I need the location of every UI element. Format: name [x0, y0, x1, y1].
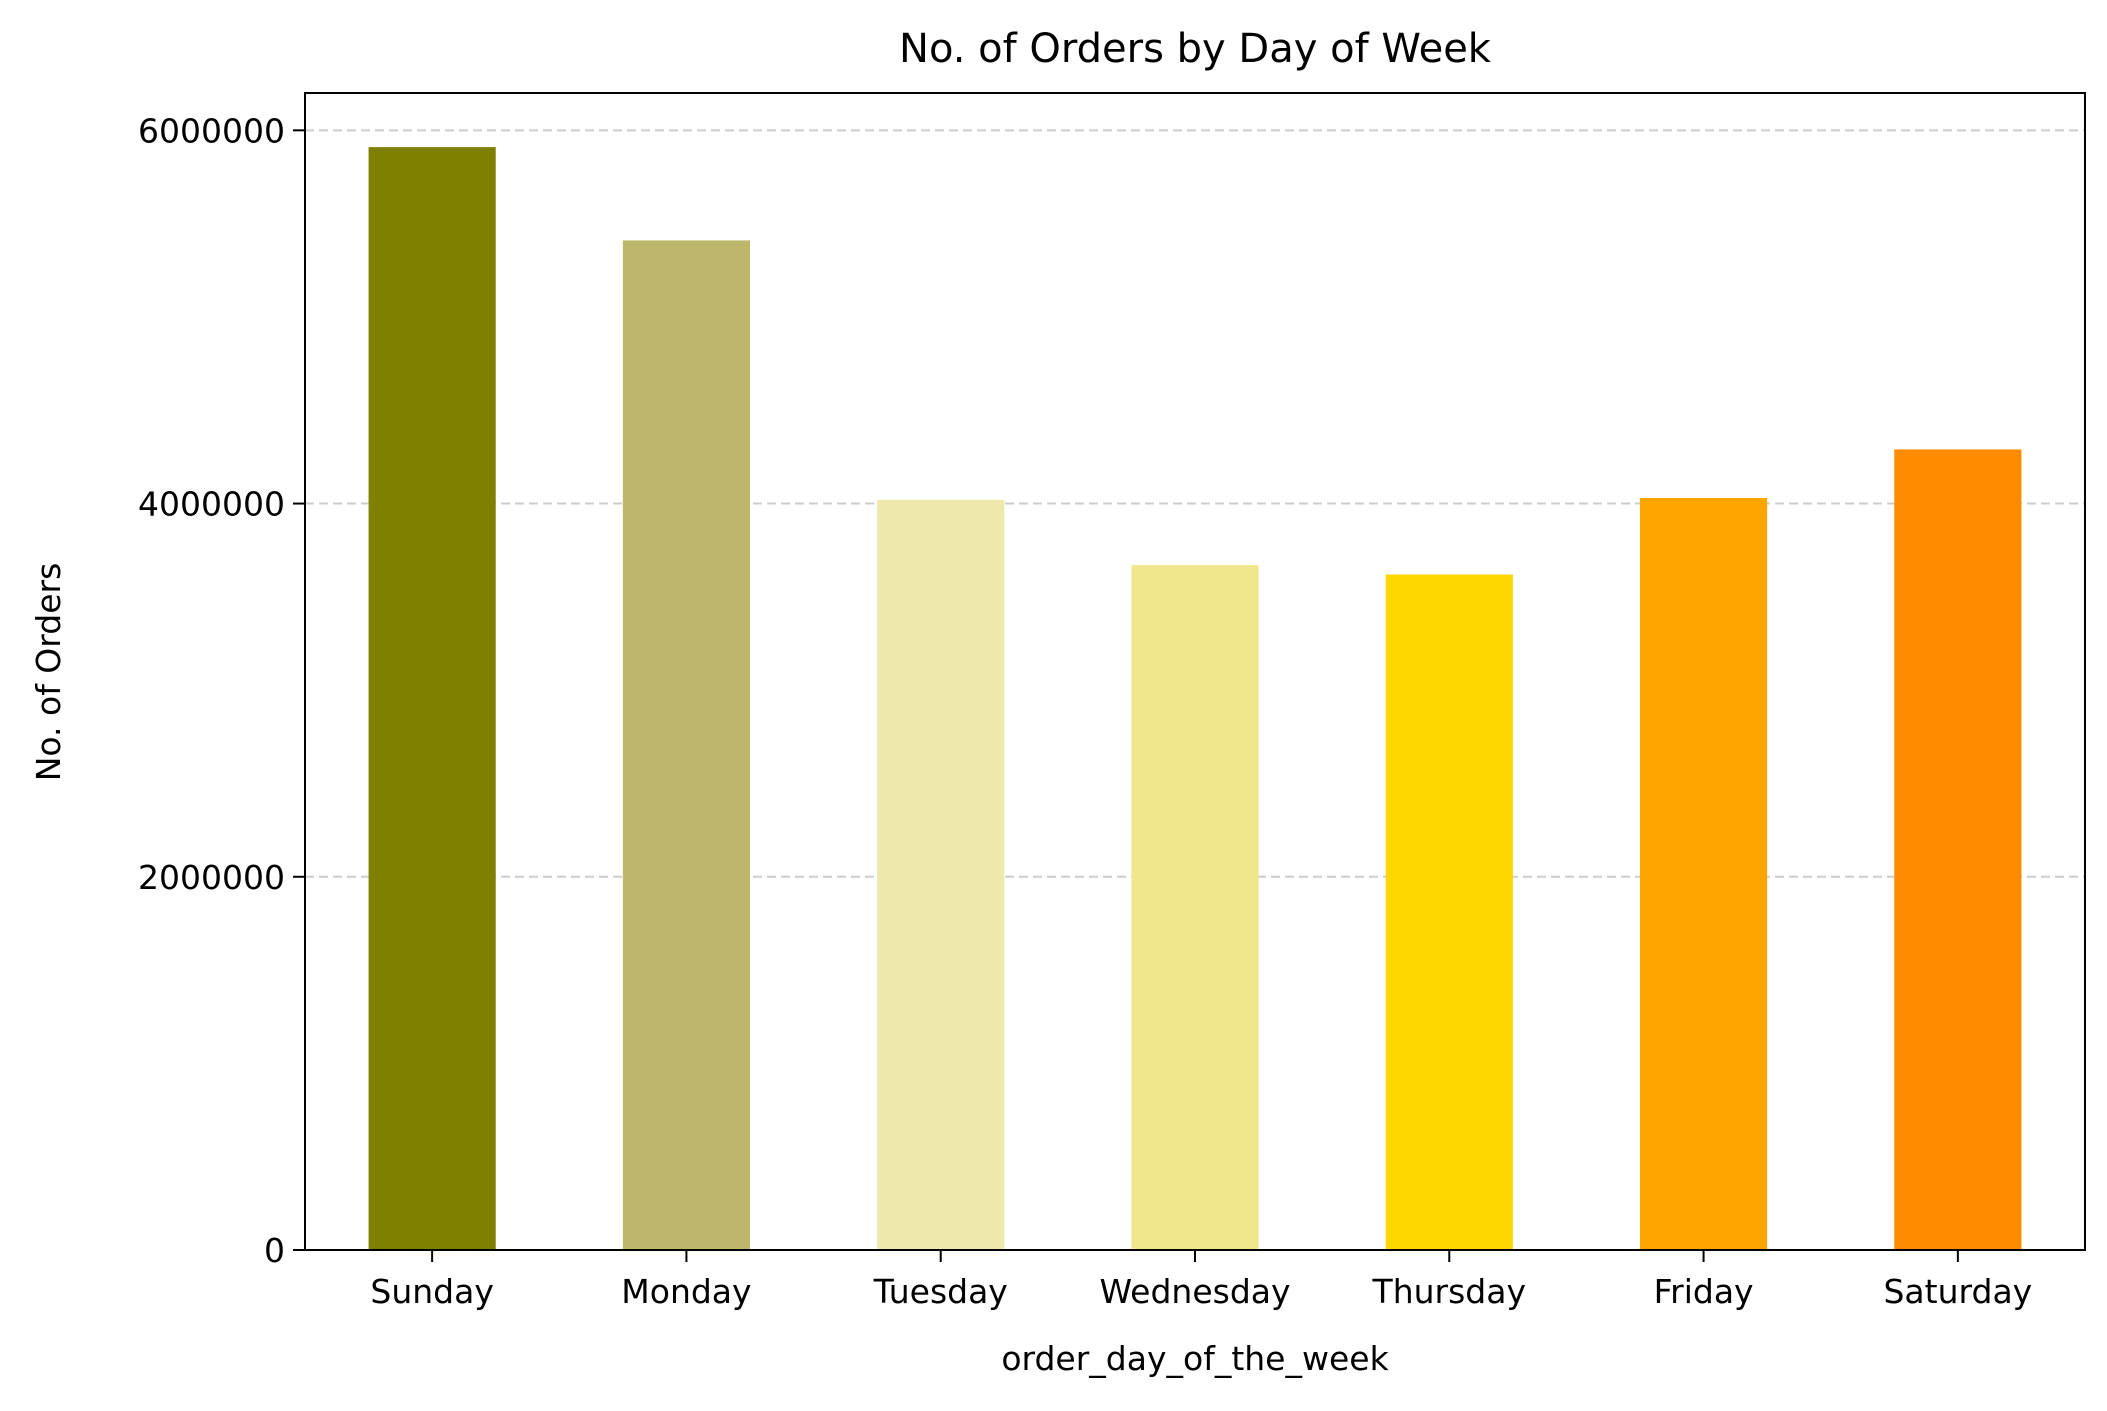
y-tick-label: 2000000 [138, 858, 285, 897]
x-tick-label: Thursday [1372, 1272, 1526, 1311]
chart-title: No. of Orders by Day of Week [899, 26, 1492, 72]
x-axis: Sunday Monday Tuesday Wednesday Thursday Frid… [370, 1250, 2032, 1311]
bars [368, 147, 2022, 1251]
x-tick-label: Tuesday [873, 1272, 1008, 1311]
bar-thursday [1385, 574, 1513, 1250]
bar-friday [1640, 497, 1768, 1250]
y-axis-label: No. of Orders [29, 563, 68, 782]
y-tick-label: 4000000 [138, 485, 285, 524]
bar-tuesday [877, 499, 1005, 1250]
bar-monday [622, 240, 750, 1250]
y-tick-label: 0 [264, 1231, 285, 1270]
x-tick-label: Wednesday [1099, 1272, 1290, 1311]
bar-wednesday [1131, 565, 1259, 1250]
y-tick-label: 6000000 [138, 111, 285, 150]
y-axis: 0 2000000 4000000 6000000 [138, 111, 305, 1270]
x-axis-label: order_day_of_the_week [1001, 1339, 1389, 1378]
x-tick-label: Sunday [370, 1272, 493, 1311]
bar-sunday [368, 147, 496, 1251]
x-tick-label: Friday [1654, 1272, 1754, 1311]
x-tick-label: Saturday [1883, 1272, 2032, 1311]
x-tick-label: Monday [621, 1272, 751, 1311]
bar-saturday [1894, 449, 2022, 1250]
